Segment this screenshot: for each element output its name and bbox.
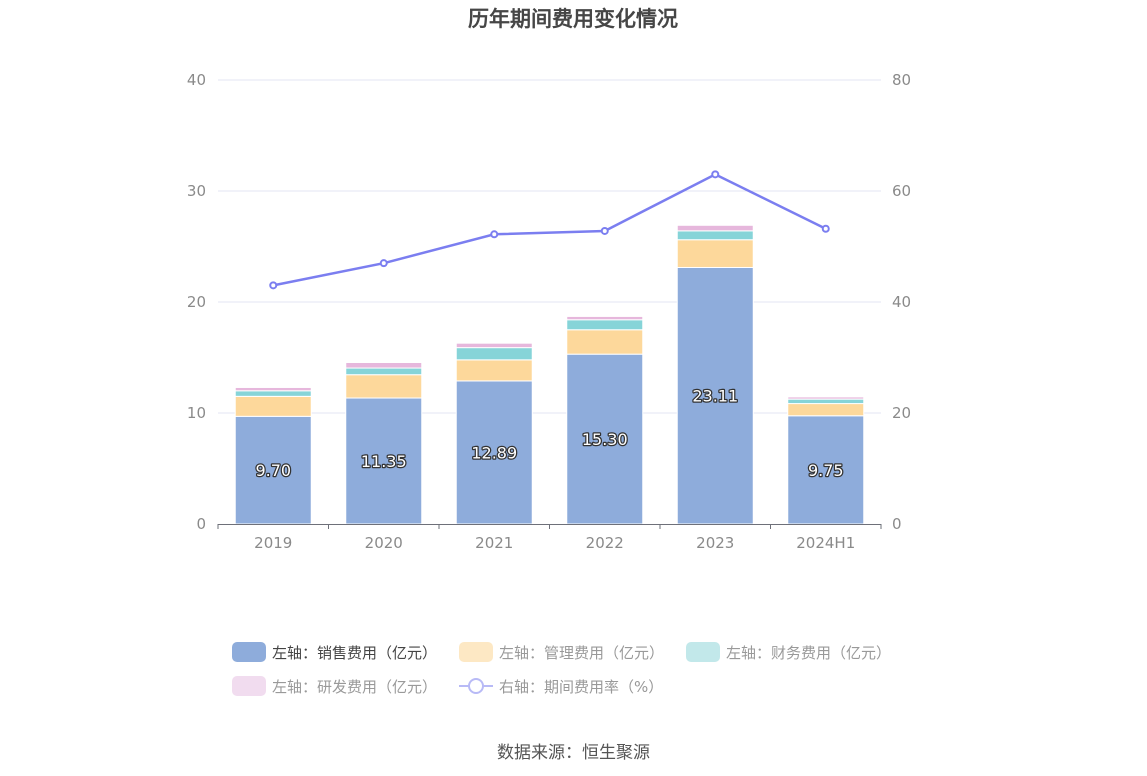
y-left-tick-label: 30 (187, 182, 206, 200)
y-right-tick-label: 0 (892, 515, 902, 533)
bar-segment (566, 315, 644, 321)
bar-value-label: 9.70 (255, 461, 291, 480)
y-right-tick-label: 60 (892, 182, 911, 200)
legend-swatch-rate (459, 676, 494, 696)
grid (218, 79, 881, 414)
bars (234, 224, 865, 525)
rate-point (379, 259, 388, 268)
bar-segment (676, 224, 754, 232)
bar-segment (234, 390, 312, 397)
x-tick-label: 2023 (696, 534, 734, 552)
bar-segment (234, 395, 312, 417)
legend-swatch-sales (232, 642, 266, 662)
bar-segment (455, 342, 533, 349)
bar-segment (455, 380, 533, 525)
legend-label-rate: 右轴：期间费用率（%） (499, 677, 664, 696)
rate-line (269, 170, 830, 290)
y-left-tick-label: 20 (187, 293, 206, 311)
bar-value-label: 23.11 (692, 387, 738, 406)
bar-segment (455, 359, 533, 382)
bar-segment (566, 319, 644, 331)
legend-item-rnd[interactable]: 左轴：研发费用（亿元） (232, 676, 437, 697)
legend-item-sales[interactable]: 左轴：销售费用（亿元） (232, 642, 437, 663)
legend-item-finance[interactable]: 左轴：财务费用（亿元） (686, 642, 891, 663)
rate-point (269, 281, 278, 290)
y-left-tick-label: 0 (196, 515, 206, 533)
rate-point (711, 170, 720, 179)
x-tick-label: 2019 (254, 534, 292, 552)
bar-segment (455, 347, 533, 361)
bar-value-label: 9.75 (808, 461, 844, 480)
y-right-tick-label: 20 (892, 404, 911, 422)
axes: 0 10 20 30 40 0 20 40 60 80 2019 2020 2021 2022 2023 20… (187, 71, 911, 552)
y-left-tick-label: 10 (187, 404, 206, 422)
bar-segment (566, 353, 644, 525)
legend-swatch-rnd (232, 676, 266, 696)
rate-point (490, 230, 499, 239)
bar-segment (787, 396, 865, 400)
x-tick-label: 2022 (586, 534, 624, 552)
legend: 左轴：销售费用（亿元） 左轴：管理费用（亿元） 左轴：财务费用（亿元） 左轴：研… (232, 639, 932, 707)
legend-label-finance: 左轴：财务费用（亿元） (726, 643, 892, 662)
rate-line-path (273, 172, 827, 287)
source-note: 数据来源：恒生聚源 (497, 743, 650, 763)
bar-segment (787, 403, 865, 417)
y-right-tick-label: 40 (892, 293, 911, 311)
rate-point (600, 226, 609, 235)
x-tick-label: 2024H1 (796, 534, 855, 552)
legend-label-admin: 左轴：管理费用（亿元） (499, 643, 665, 662)
legend-item-admin[interactable]: 左轴：管理费用（亿元） (459, 642, 664, 663)
bar-segment (787, 398, 865, 405)
bar-value-label: 15.30 (582, 430, 628, 449)
legend-item-rate[interactable]: 右轴：期间费用率（%） (459, 676, 663, 697)
bar-segment (345, 374, 423, 399)
y-left-tick-label: 40 (187, 71, 206, 89)
bar-segment (345, 361, 423, 369)
x-tick-label: 2021 (475, 534, 513, 552)
bar-value-label: 11.35 (361, 452, 407, 471)
bar-segment (345, 367, 423, 376)
legend-swatch-finance (686, 642, 721, 662)
bar-segment (234, 386, 312, 392)
bar-value-label: 12.89 (471, 443, 517, 462)
legend-label-sales: 左轴：销售费用（亿元） (272, 643, 438, 662)
bar-segment (676, 239, 754, 268)
legend-swatch-admin (459, 642, 494, 662)
bar-segment (676, 230, 754, 241)
y-right-tick-label: 80 (892, 71, 911, 89)
chart-title: 历年期间费用变化情况 (468, 7, 678, 31)
legend-label-rnd: 左轴：研发费用（亿元） (272, 677, 438, 696)
data-labels: 9.70 11.35 12.89 15.30 23.11 9.75 (254, 385, 845, 481)
rate-point (821, 224, 830, 233)
x-tick-label: 2020 (365, 534, 403, 552)
bar-segment (566, 329, 644, 355)
